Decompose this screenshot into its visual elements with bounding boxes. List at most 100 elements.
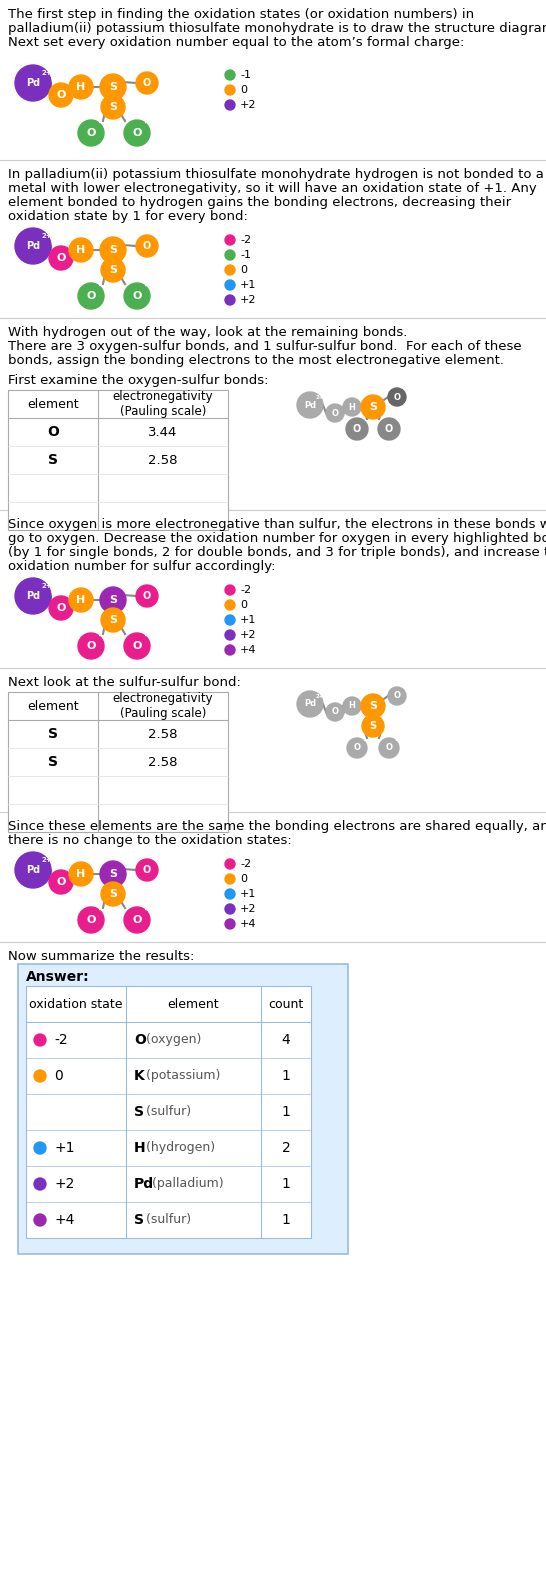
Text: 2.58: 2.58: [149, 727, 178, 740]
Text: −: −: [98, 281, 106, 291]
Circle shape: [49, 596, 73, 619]
Text: 0: 0: [240, 86, 247, 95]
Text: Pd: Pd: [304, 400, 316, 410]
Text: S: S: [109, 889, 117, 899]
Text: +2: +2: [240, 100, 257, 110]
Circle shape: [225, 584, 235, 596]
Text: O: O: [331, 708, 339, 716]
Text: O: O: [353, 743, 360, 753]
Text: +4: +4: [240, 919, 257, 929]
Text: oxidation state: oxidation state: [29, 997, 123, 1010]
Circle shape: [15, 229, 51, 264]
Text: +1: +1: [240, 279, 257, 291]
Circle shape: [49, 870, 73, 894]
Text: H: H: [348, 702, 355, 710]
Text: +2: +2: [240, 630, 257, 640]
Text: 2+: 2+: [41, 70, 52, 76]
Text: O: O: [143, 78, 151, 87]
Text: -2: -2: [240, 235, 251, 245]
Text: -1: -1: [240, 70, 251, 79]
Text: element: element: [168, 997, 219, 1010]
Text: +1: +1: [54, 1142, 74, 1154]
Circle shape: [225, 919, 235, 929]
Text: O: O: [394, 691, 401, 700]
Text: Pd: Pd: [304, 699, 316, 708]
Circle shape: [15, 65, 51, 102]
Text: Since these elements are the same the bonding electrons are shared equally, and: Since these elements are the same the bo…: [8, 819, 546, 834]
Circle shape: [100, 75, 126, 100]
Circle shape: [34, 1213, 46, 1226]
Text: -2: -2: [240, 859, 251, 869]
Text: O: O: [134, 1034, 146, 1046]
Text: First examine the oxygen-sulfur bonds:: First examine the oxygen-sulfur bonds:: [8, 375, 269, 387]
Text: +2: +2: [54, 1177, 74, 1191]
Text: element bonded to hydrogen gains the bonding electrons, decreasing their: element bonded to hydrogen gains the bon…: [8, 195, 511, 210]
Circle shape: [388, 688, 406, 705]
Text: O: O: [132, 291, 142, 302]
Text: −: −: [144, 630, 152, 642]
Text: H: H: [134, 1142, 146, 1154]
Circle shape: [100, 861, 126, 888]
Text: -1: -1: [240, 249, 251, 260]
Text: (oxygen): (oxygen): [142, 1034, 201, 1046]
Circle shape: [225, 630, 235, 640]
Text: 1: 1: [282, 1213, 290, 1228]
Text: Pd: Pd: [26, 865, 40, 875]
Circle shape: [34, 1034, 46, 1046]
Text: +1: +1: [240, 889, 257, 899]
Bar: [18, 964, 348, 1255]
Circle shape: [101, 257, 125, 283]
Text: oxidation state by 1 for every bond:: oxidation state by 1 for every bond:: [8, 210, 248, 222]
Text: oxidation number for sulfur accordingly:: oxidation number for sulfur accordingly:: [8, 561, 276, 573]
Text: O: O: [143, 241, 151, 251]
Circle shape: [49, 246, 73, 270]
Text: S: S: [369, 402, 377, 411]
Text: S: S: [109, 265, 117, 275]
Text: O: O: [47, 426, 59, 438]
Circle shape: [101, 95, 125, 119]
Text: 2+: 2+: [41, 233, 52, 240]
Circle shape: [361, 395, 385, 419]
Text: palladium(ii) potassium thiosulfate monohydrate is to draw the structure diagram: palladium(ii) potassium thiosulfate mono…: [8, 22, 546, 35]
Circle shape: [15, 578, 51, 615]
Text: -2: -2: [240, 584, 251, 596]
Text: 2.58: 2.58: [149, 756, 178, 769]
Text: (potassium): (potassium): [142, 1069, 221, 1083]
Text: +2: +2: [240, 295, 257, 305]
Text: bonds, assign the bonding electrons to the most electronegative element.: bonds, assign the bonding electrons to t…: [8, 354, 504, 367]
Circle shape: [69, 588, 93, 611]
Circle shape: [100, 237, 126, 264]
Text: S: S: [48, 453, 58, 467]
Circle shape: [100, 588, 126, 613]
Text: −: −: [144, 118, 152, 129]
Text: Pd: Pd: [26, 591, 40, 600]
Text: −: −: [394, 738, 400, 745]
Text: 0: 0: [240, 265, 247, 275]
Text: The first step in finding the oxidation states (or oxidation numbers) in: The first step in finding the oxidation …: [8, 8, 474, 21]
Text: O: O: [385, 424, 393, 434]
Circle shape: [225, 86, 235, 95]
Text: 1: 1: [282, 1069, 290, 1083]
Text: S: S: [109, 102, 117, 113]
Circle shape: [34, 1070, 46, 1081]
Circle shape: [326, 403, 344, 422]
Text: Pd: Pd: [134, 1177, 154, 1191]
Text: K: K: [134, 1069, 145, 1083]
Circle shape: [225, 873, 235, 885]
Text: S: S: [109, 615, 117, 626]
Circle shape: [78, 634, 104, 659]
Circle shape: [136, 584, 158, 607]
Text: In palladium(ii) potassium thiosulfate monohydrate hydrogen is not bonded to a: In palladium(ii) potassium thiosulfate m…: [8, 168, 544, 181]
Circle shape: [101, 608, 125, 632]
Text: O: O: [385, 743, 393, 753]
Text: O: O: [86, 642, 96, 651]
Text: +4: +4: [54, 1213, 74, 1228]
Circle shape: [124, 283, 150, 310]
Text: +1: +1: [240, 615, 257, 626]
Circle shape: [225, 235, 235, 245]
Text: (sulfur): (sulfur): [142, 1105, 191, 1118]
Text: H: H: [76, 596, 86, 605]
Circle shape: [124, 121, 150, 146]
Circle shape: [347, 738, 367, 757]
Text: O: O: [86, 129, 96, 138]
